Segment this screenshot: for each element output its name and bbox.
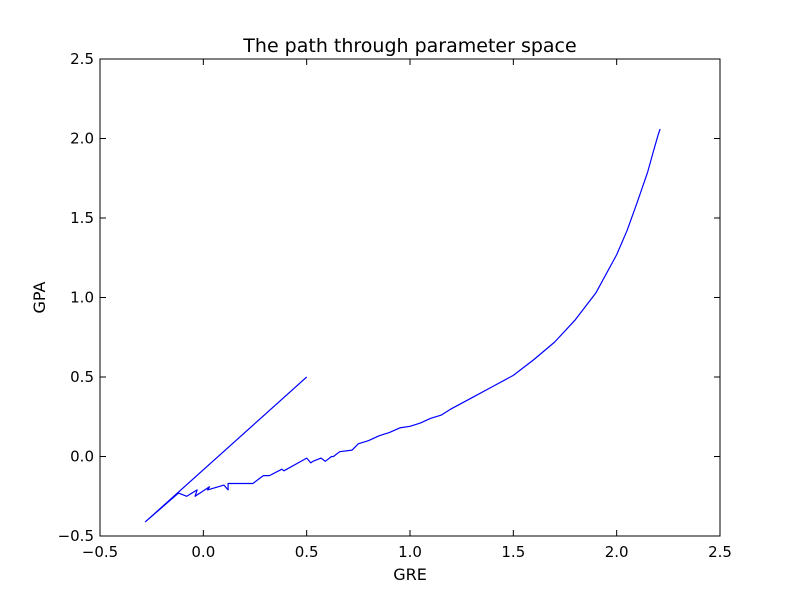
y-tick-label: 0.5: [70, 368, 94, 386]
y-tick-label: 2.0: [70, 130, 94, 148]
series-line: [144, 128, 661, 523]
y-axis-title: GPA: [30, 281, 49, 313]
x-tick-label: 1.0: [398, 543, 422, 561]
plot-frame: [99, 58, 721, 537]
x-tick-label: 2.5: [708, 543, 732, 561]
x-tick-label: 0.5: [295, 543, 319, 561]
x-tick-label: 2.0: [605, 543, 629, 561]
y-tick-label: −0.5: [58, 527, 94, 545]
chart-title: The path through parameter space: [242, 35, 576, 57]
y-tick-label: 2.5: [70, 50, 94, 68]
x-tick-label: 0.0: [191, 543, 215, 561]
x-tick-label: 1.5: [501, 543, 525, 561]
ticks-layer: −0.5 0.0 0.5 1.0 1.5 2.0 2.5 −0.5 0.0 0.5 1.0 1.5 2.…: [58, 50, 732, 561]
y-tick-label: 1.0: [70, 289, 94, 307]
series-layer: [144, 128, 661, 523]
x-tick-label: −0.5: [82, 543, 118, 561]
plot-area: [100, 59, 720, 536]
y-tick-label: 1.5: [70, 209, 94, 227]
y-tick-label: 0.0: [70, 448, 94, 466]
x-axis-title: GRE: [393, 565, 427, 584]
